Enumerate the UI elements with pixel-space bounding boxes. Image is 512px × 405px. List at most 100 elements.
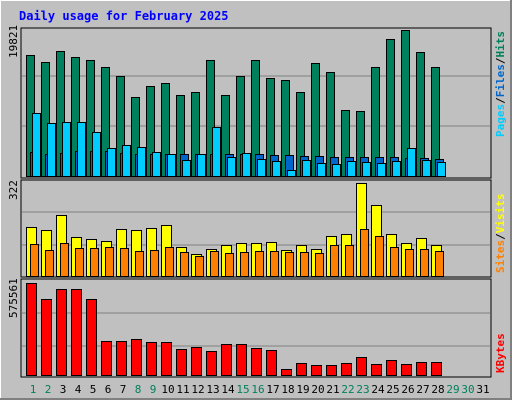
bar-pages-day-4 xyxy=(77,122,86,177)
x-tick-label: 21 xyxy=(326,383,339,396)
legend-sites: Sites xyxy=(494,240,507,273)
bar-kbytes-day-24 xyxy=(371,364,382,376)
x-tick-label: 30 xyxy=(461,383,474,396)
x-tick-label: 18 xyxy=(281,383,294,396)
bar-kbytes-day-10 xyxy=(161,342,172,376)
x-axis-labels: 1 2 3 4 5 6 7 8 9 10 11 12 13 14 15 16 17 18 19 20 21 22 23 24 2… xyxy=(30,383,490,396)
bar-kbytes-day-9 xyxy=(146,342,157,376)
x-tick-label: 14 xyxy=(221,383,235,396)
x-tick-label: 7 xyxy=(120,383,127,396)
bar-kbytes-day-3 xyxy=(56,289,67,376)
x-tick-label: 27 xyxy=(416,383,429,396)
chart-bars xyxy=(26,30,446,376)
x-tick-label: 8 xyxy=(135,383,142,396)
bar-kbytes-day-11 xyxy=(176,349,187,376)
x-tick-label: 25 xyxy=(386,383,399,396)
legend-separator: / xyxy=(494,233,507,240)
bar-kbytes-day-7 xyxy=(116,341,127,376)
bar-pages-day-22 xyxy=(347,161,356,177)
bar-pages-day-16 xyxy=(257,159,266,177)
chart-title: Daily usage for February 2025 xyxy=(19,9,229,23)
bar-sites-day-24 xyxy=(375,236,384,277)
bar-pages-day-7 xyxy=(122,145,131,177)
bar-pages-day-2 xyxy=(47,123,56,177)
bar-kbytes-day-22 xyxy=(341,363,352,376)
y-max-label-kbytes: 575561 xyxy=(7,278,20,318)
bar-sites-day-6 xyxy=(105,247,114,277)
bar-pages-day-23 xyxy=(362,162,371,177)
x-tick-label: 10 xyxy=(161,383,174,396)
x-tick-label: 17 xyxy=(266,383,279,396)
legend-files: Files xyxy=(494,64,507,97)
bar-pages-day-5 xyxy=(92,132,101,177)
x-tick-label: 19 xyxy=(296,383,309,396)
bar-sites-day-23 xyxy=(360,229,369,277)
bar-kbytes-day-27 xyxy=(416,362,427,376)
bar-kbytes-day-18 xyxy=(281,369,292,376)
bar-sites-day-21 xyxy=(330,245,339,277)
bar-sites-day-15 xyxy=(240,252,249,277)
bar-kbytes-day-15 xyxy=(236,344,247,376)
bar-sites-day-19 xyxy=(300,252,309,277)
bar-pages-day-20 xyxy=(317,163,326,177)
bar-kbytes-day-20 xyxy=(311,365,322,376)
bar-kbytes-day-12 xyxy=(191,347,202,376)
legend-kbytes-label: KBytes xyxy=(494,333,507,373)
legend-separator: / xyxy=(494,97,507,104)
bar-sites-day-5 xyxy=(90,248,99,277)
bar-pages-day-3 xyxy=(62,122,71,177)
bar-kbytes-day-26 xyxy=(401,364,412,376)
bar-kbytes-day-19 xyxy=(296,363,307,376)
x-tick-label: 29 xyxy=(446,383,459,396)
y-max-label-hits: 19821 xyxy=(7,25,20,58)
legend-kbytes: KBytes xyxy=(494,333,507,373)
x-tick-label: 20 xyxy=(311,383,324,396)
bar-sites-day-26 xyxy=(405,249,414,277)
x-tick-label: 16 xyxy=(251,383,264,396)
bar-pages-day-27 xyxy=(422,160,431,177)
x-tick-label: 13 xyxy=(206,383,219,396)
x-tick-label: 1 xyxy=(30,383,37,396)
bar-sites-day-10 xyxy=(165,247,174,277)
x-tick-label: 28 xyxy=(431,383,444,396)
bar-sites-day-9 xyxy=(150,250,159,277)
bar-kbytes-day-1 xyxy=(26,283,37,376)
legend-pages: Pages xyxy=(494,104,507,137)
bar-pages-day-18 xyxy=(287,170,296,177)
bar-pages-day-1 xyxy=(32,113,41,177)
legend-visits: Visits xyxy=(494,194,507,234)
bar-hits-day-25 xyxy=(386,39,395,177)
bar-sites-day-27 xyxy=(420,249,429,277)
bar-kbytes-day-6 xyxy=(101,341,112,376)
bar-kbytes-day-21 xyxy=(326,365,337,376)
bar-sites-day-7 xyxy=(120,248,129,277)
bar-sites-day-2 xyxy=(45,250,54,277)
x-tick-label: 3 xyxy=(60,383,67,396)
bar-pages-day-24 xyxy=(377,163,386,177)
x-tick-label: 31 xyxy=(476,383,489,396)
bar-pages-day-25 xyxy=(392,161,401,177)
bar-kbytes-day-17 xyxy=(266,350,277,376)
legend-hits: Hits xyxy=(494,31,507,58)
x-tick-label: 23 xyxy=(356,383,369,396)
legend-separator: / xyxy=(494,57,507,64)
bar-pages-day-9 xyxy=(152,152,161,177)
x-tick-label: 5 xyxy=(90,383,97,396)
bar-sites-day-8 xyxy=(135,251,144,277)
bar-sites-day-17 xyxy=(270,251,279,277)
x-tick-label: 6 xyxy=(105,383,112,396)
bar-pages-day-26 xyxy=(407,148,416,177)
bar-sites-day-14 xyxy=(225,253,234,277)
bar-sites-day-3 xyxy=(60,243,69,277)
bar-kbytes-day-23 xyxy=(356,357,367,376)
bar-sites-day-25 xyxy=(390,247,399,277)
bar-sites-day-18 xyxy=(285,252,294,277)
x-tick-label: 22 xyxy=(341,383,354,396)
legend-visits-sites: Sites/Visits xyxy=(494,194,507,274)
bar-kbytes-day-28 xyxy=(431,362,442,376)
bar-pages-day-21 xyxy=(332,164,341,177)
bar-sites-day-1 xyxy=(30,244,39,277)
x-tick-label: 12 xyxy=(191,383,204,396)
